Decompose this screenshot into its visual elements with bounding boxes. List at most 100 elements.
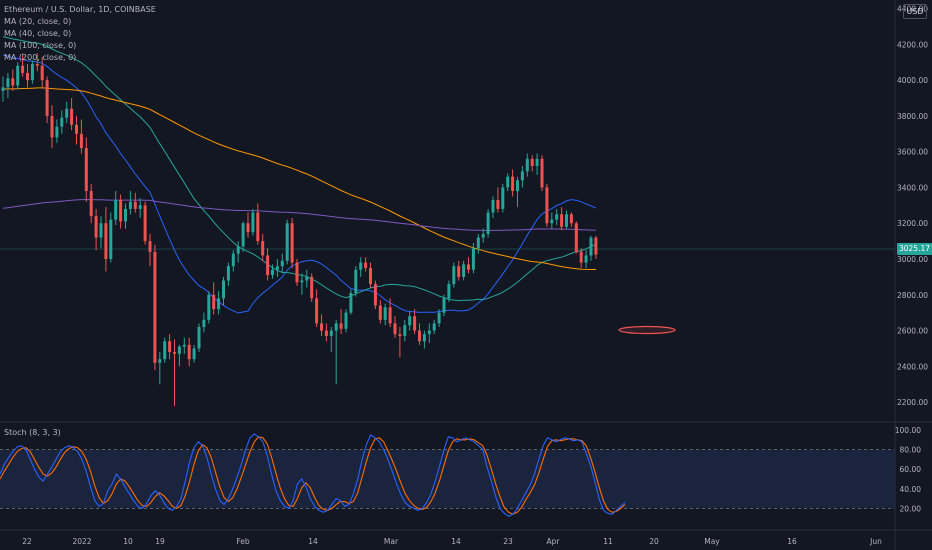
last-price-tag: 3025.17 [897,243,932,255]
candle-body [408,316,412,326]
candle-body [261,241,265,256]
candle-body [1,87,5,91]
candle-body [467,264,470,270]
candle-body [94,216,98,238]
candle-body [516,180,519,192]
ma200-line [2,198,596,232]
time-axis-tick-label: May [704,537,720,546]
candle-body [21,65,25,73]
candle-body [79,133,83,149]
candle-body [163,341,167,360]
candlestick-series [1,53,598,406]
candle-body [569,214,573,224]
candle-body [217,298,221,310]
price-axis[interactable]: 4400.00 4200.00 4000.00 3800.00 3600.00 3400.… [897,5,928,408]
stoch-legend[interactable]: Stoch (8, 3, 3) [4,428,61,437]
candle-body [452,266,456,285]
currency-badge[interactable]: USD [903,4,927,19]
candle-body [84,148,88,192]
candle-body [501,187,505,209]
ma100-legend[interactable]: MA (100, close, 0) [4,41,77,50]
candle-body [133,201,137,209]
ma200-legend[interactable]: MA (200, close, 0) [4,53,77,62]
candle-body [525,158,529,172]
candle-body [506,176,510,188]
candle-body [124,208,127,222]
candle-body [6,78,10,88]
stoch-k-line [0,433,626,517]
candle-body [462,264,466,277]
time-axis-tick-label: 10 [123,537,133,546]
annotation-ellipse[interactable] [618,325,676,335]
candle-body [364,262,368,268]
candle-body [35,64,39,66]
ma40-line [2,36,597,302]
candle-body [251,212,255,233]
ma20-legend[interactable]: MA (20, close, 0) [4,17,72,26]
candle-body [55,126,59,138]
candle-body [212,294,216,310]
stoch-axis-tick-label: 40.00 [900,485,922,494]
candle-body [437,312,441,324]
candle-body [496,199,500,209]
time-axis-tick-label: 19 [155,537,165,546]
candle-body [285,223,289,261]
candle-body [266,255,270,276]
candle-body [109,219,113,260]
time-axis-tick-label: 22 [22,537,32,546]
candle-body [511,176,515,192]
time-axis-tick-label: 14 [308,537,318,546]
candle-body [197,326,201,349]
candle-body [30,64,34,81]
candle-body [349,292,353,313]
candle-body [545,187,549,224]
candle-body [565,214,568,227]
candle-body [310,276,314,299]
candle-body [143,205,147,242]
price-axis-tick-label: 3800.00 [897,112,928,121]
candle-body [173,352,176,354]
candle-body [16,65,20,86]
stoch-axis-tick-label: 60.00 [900,465,922,474]
candle-body [11,78,15,86]
candle-body [398,334,402,336]
candle-body [589,237,593,256]
moving-average-lines [2,36,597,314]
price-axis-tick-label: 4400.00 [897,5,928,14]
candle-body [158,359,162,363]
time-axis-tick-label: 11 [603,537,613,546]
candle-body [393,323,397,335]
candle-body [427,330,431,335]
candle-body [418,330,421,342]
candle-body [65,108,69,118]
candle-body [153,251,157,363]
stoch-axis-tick-label: 100.00 [895,426,921,435]
time-axis-tick-label: 2022 [72,537,91,546]
candle-body [584,255,588,263]
price-axis-tick-label: 2400.00 [897,362,928,371]
candle-body [60,117,64,127]
symbol-title: Ethereum / U.S. Dollar, 1D, COINBASE [4,5,156,14]
price-axis-tick-label: 3200.00 [897,219,928,228]
candle-body [442,298,446,313]
stoch-axis[interactable]: 100.00 80.00 60.00 40.00 20.00 [895,426,921,513]
ma100-line [2,87,596,270]
candle-body [383,307,387,320]
candle-body [535,158,539,166]
candle-body [202,319,206,327]
candle-body [432,323,436,331]
candle-body [26,72,29,81]
ma40-legend[interactable]: MA (40, close, 0) [4,29,72,38]
candle-body [540,158,544,188]
time-axis[interactable]: 22 2022 10 19 Feb 14 Mar 14 23 Apr 11 20 May 16 Jun [22,537,882,546]
candle-body [481,233,485,238]
price-axis-tick-label: 2200.00 [897,398,928,407]
price-axis-tick-label: 3400.00 [897,183,928,192]
ma20-line [2,54,597,314]
candle-body [560,214,564,227]
time-axis-tick-label: Jun [869,537,882,546]
candle-body [315,298,319,324]
candle-body [114,199,118,220]
candle-body [119,199,123,222]
